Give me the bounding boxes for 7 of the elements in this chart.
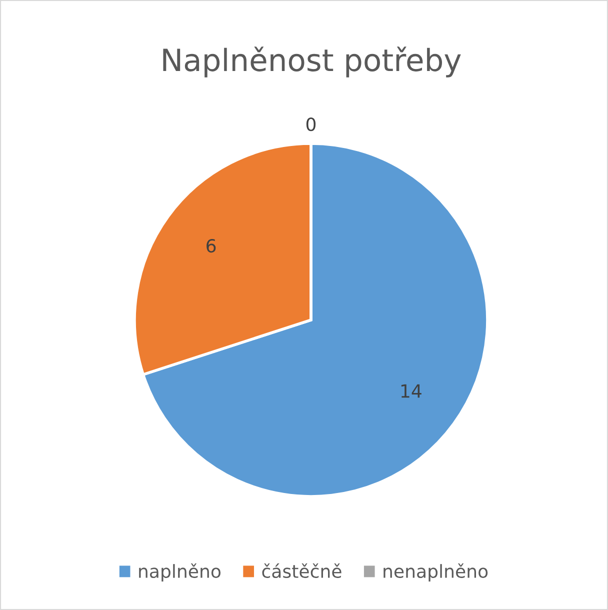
data-label: 14 bbox=[401, 384, 422, 398]
data-label: 6 bbox=[206, 238, 216, 253]
text: 0 bbox=[306, 117, 316, 132]
legend-label: částěčně bbox=[262, 563, 342, 578]
chart-title: Naplněnost potřeby bbox=[163, 46, 461, 78]
legend-label: naplněno bbox=[139, 563, 221, 582]
legend-label: nenaplněno bbox=[384, 563, 488, 582]
